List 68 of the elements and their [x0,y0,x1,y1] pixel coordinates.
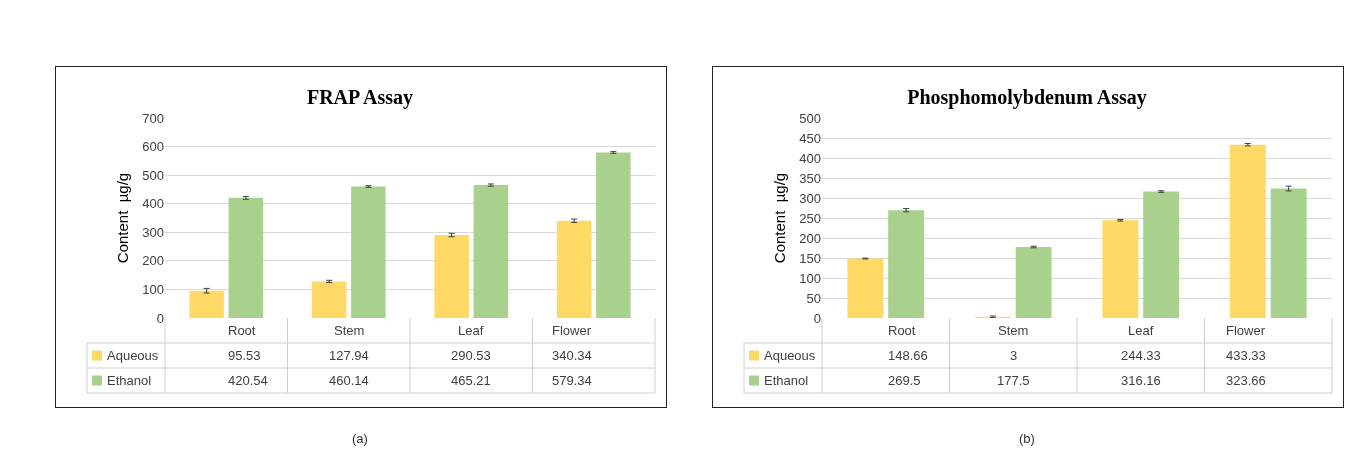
y-tick-label: 500 [142,167,164,183]
bar [596,152,631,318]
x-tick-label: Leaf [1128,323,1154,338]
data-label: 177.5 [997,373,1030,388]
y-tick-label: 200 [799,230,821,246]
y-tick-label: 200 [142,253,164,269]
y-tick-label: 450 [799,130,821,146]
data-label: 148.66 [888,348,928,363]
data-label: 290.53 [451,348,491,363]
y-tick-label: 0 [813,310,821,326]
y-tick-label: 100 [799,270,821,286]
text: (a) [352,431,368,446]
y-tick-label: 150 [799,250,821,266]
y-tick-label: 350 [799,170,821,186]
legend-label: Ethanol [764,373,809,388]
x-tick-label: Stem [334,323,365,338]
x-tick-label: Stem [998,323,1029,338]
data-label: 323.66 [1226,373,1266,388]
data-label: 579.34 [552,373,592,388]
y-tick-label: 100 [142,281,164,297]
x-tick-label: Leaf [458,323,484,338]
y-axis-title: Content µg/g [113,172,131,264]
bar [556,220,592,318]
text: (b) [1019,431,1035,446]
data-label: 127.94 [329,348,369,363]
bar [351,186,386,318]
legend-label: Aqueous [764,348,816,363]
data-label: 420.54 [228,373,268,388]
y-axis-title: Content µg/g [770,172,788,264]
y-tick-label: 400 [799,150,821,166]
bar [1229,144,1266,318]
chart-title: Phosphomolybdenum Assay [907,86,1147,109]
x-tick-label: Flower [1226,323,1266,338]
bar [847,258,884,318]
y-tick-label: 700 [142,110,164,126]
bar [1143,191,1180,318]
bar [311,281,347,318]
data-label: 433.33 [1226,348,1266,363]
data-label: 316.16 [1121,373,1161,388]
y-tick-label: 0 [156,310,164,326]
bar [228,197,264,318]
y-tick-label: 600 [142,139,164,155]
y-tick-label: 400 [142,196,164,212]
bar [1270,188,1307,318]
data-label: 244.33 [1121,348,1161,363]
legend-label: Ethanol [107,373,152,388]
y-tick-label: 250 [799,210,821,226]
bar [888,210,925,318]
chart-title: FRAP Assay [306,86,414,109]
data-label: 340.34 [552,348,592,363]
legend-label: Aqueous [107,348,159,363]
bar [1015,247,1052,318]
y-tick-label: 300 [799,190,821,206]
y-tick-label: 500 [799,110,821,126]
y-tick-label: 50 [806,290,821,306]
data-label: 269.5 [888,373,921,388]
bar [189,290,224,318]
bar [1102,220,1139,318]
data-label: 3 [1010,348,1018,363]
x-tick-label: Root [228,323,256,338]
bar [473,185,509,318]
bar [434,234,469,318]
data-label: 460.14 [329,373,369,388]
data-label: 95.53 [228,348,261,363]
x-tick-label: Root [888,323,916,338]
x-tick-label: Flower [552,323,592,338]
y-tick-label: 300 [142,224,164,240]
data-label: 465.21 [451,373,491,388]
